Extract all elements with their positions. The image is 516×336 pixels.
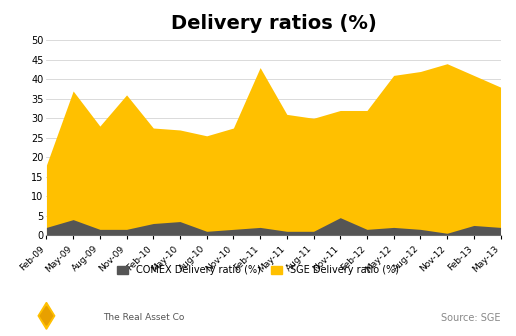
Text: The Real Asset Co: The Real Asset Co	[103, 313, 185, 322]
Polygon shape	[38, 302, 55, 329]
Text: Source: SGE: Source: SGE	[441, 312, 501, 323]
Polygon shape	[40, 306, 53, 325]
Title: Delivery ratios (%): Delivery ratios (%)	[171, 14, 376, 33]
Legend: COMEX Delivery ratio (%), SGE Delivery ratio (%): COMEX Delivery ratio (%), SGE Delivery r…	[113, 261, 403, 279]
